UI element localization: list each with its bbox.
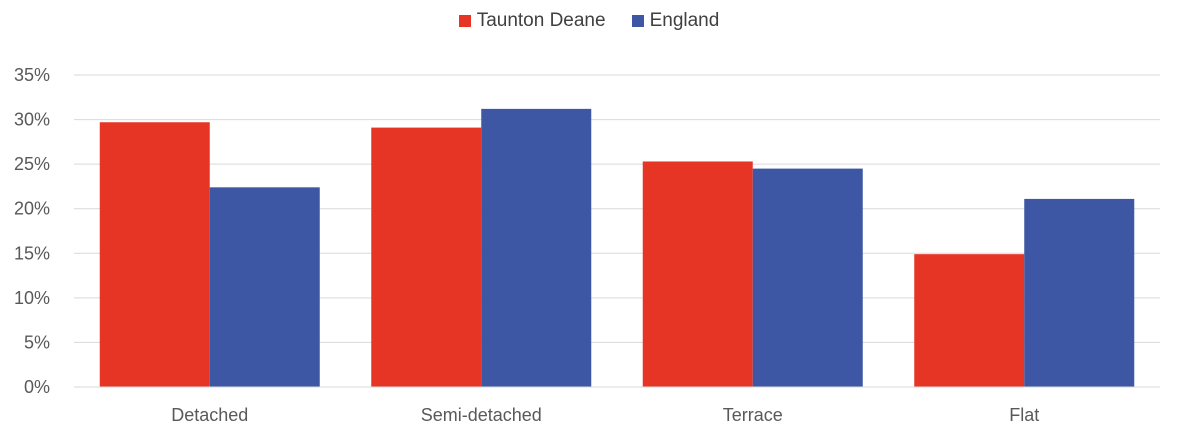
x-tick-label: Detached bbox=[171, 405, 248, 425]
bar-taunton-deane-semi-detached bbox=[371, 127, 482, 387]
legend-item-taunton-deane: Taunton Deane bbox=[458, 10, 606, 32]
y-tick-label: 0% bbox=[24, 377, 50, 397]
legend-label-taunton-deane: Taunton Deane bbox=[476, 10, 606, 31]
y-tick-label: 25% bbox=[14, 154, 50, 174]
x-tick-label: Flat bbox=[1009, 405, 1039, 425]
legend-label-england: England bbox=[649, 10, 720, 31]
bar-england-terrace bbox=[752, 168, 863, 387]
y-tick-label: 20% bbox=[14, 199, 50, 219]
bar-taunton-deane-detached bbox=[99, 122, 210, 387]
y-tick-label: 15% bbox=[14, 243, 50, 263]
bar-england-flat bbox=[1024, 198, 1135, 387]
bar-england-detached bbox=[209, 187, 320, 387]
legend-item-england: England bbox=[631, 10, 720, 32]
bar-england-semi-detached bbox=[481, 108, 592, 388]
y-tick-label: 35% bbox=[14, 65, 50, 85]
bar-taunton-deane-flat bbox=[914, 254, 1025, 387]
y-tick-label: 30% bbox=[14, 110, 50, 130]
x-tick-label: Terrace bbox=[723, 405, 783, 425]
legend-swatch-taunton-deane bbox=[458, 15, 471, 27]
y-tick-label: 10% bbox=[14, 288, 50, 308]
y-tick-label: 5% bbox=[24, 332, 50, 352]
legend-swatch-england bbox=[631, 15, 644, 27]
legend: Taunton Deane England bbox=[0, 10, 1178, 32]
x-tick-label: Semi-detached bbox=[421, 405, 542, 425]
bar-taunton-deane-terrace bbox=[642, 161, 753, 387]
